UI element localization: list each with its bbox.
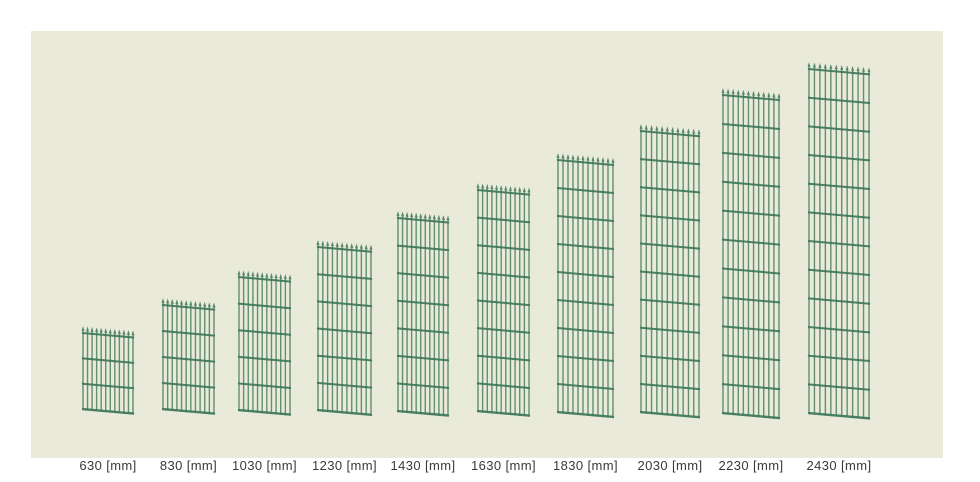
fence-panel-graphic [396, 211, 450, 417]
fence-panel-830 [161, 298, 216, 415]
fence-panel-height-label: 2430 [mm] [806, 458, 872, 473]
fence-panel-graphic [556, 153, 615, 419]
fence-panel-1630 [476, 183, 531, 417]
fence-panel-height-label: 1430 [mm] [390, 458, 456, 473]
fence-panel-2430 [807, 62, 871, 420]
fence-panel-height-label: 2230 [mm] [718, 458, 784, 473]
fence-panel-graphic [237, 270, 292, 416]
fence-panel-630 [81, 326, 135, 415]
fence-panel-height-label: 2030 [mm] [637, 458, 703, 473]
fence-panel-height-label: 1030 [mm] [232, 458, 297, 473]
fence-panel-2230 [721, 88, 781, 420]
fence-panel-graphic [81, 326, 135, 415]
fence-panel-graphic [721, 88, 781, 420]
fence-panel-height-label: 1830 [mm] [553, 458, 618, 473]
fence-panel-1030 [237, 270, 292, 416]
fence-panel-height-label: 1230 [mm] [312, 458, 377, 473]
fence-panel-height-label: 630 [mm] [79, 458, 137, 473]
fence-panel-graphic [639, 124, 701, 419]
fence-panel-graphic [161, 298, 216, 415]
diagram-board: 630 [mm] 830 [mm] 1030 [mm] 1230 [mm] 1430 [… [31, 31, 943, 473]
fence-panel-1830 [556, 153, 615, 419]
fence-panel-graphic [316, 240, 373, 416]
fence-panel-graphic [807, 62, 871, 420]
fence-panel-graphic [476, 183, 531, 417]
fence-panel-height-label: 830 [mm] [159, 458, 218, 473]
fence-panel-2030 [639, 124, 701, 419]
fence-panel-1230 [316, 240, 373, 416]
fence-panel-height-label: 1630 [mm] [471, 458, 536, 473]
fence-panel-1430 [396, 211, 450, 417]
